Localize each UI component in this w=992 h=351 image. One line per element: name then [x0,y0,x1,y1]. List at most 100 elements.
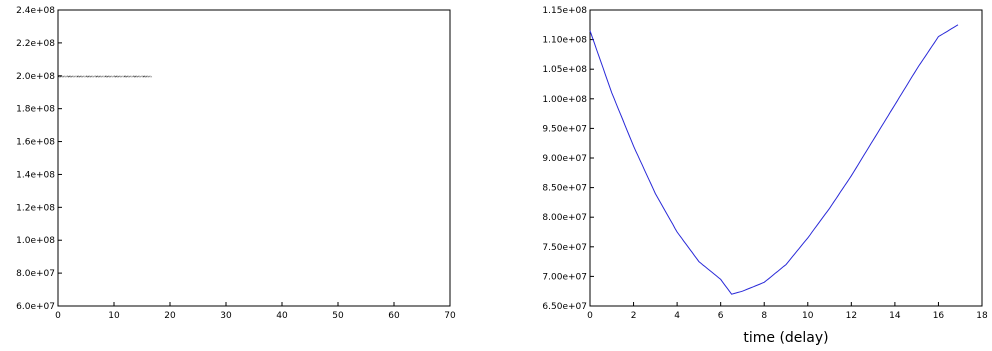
left-series-line [76,75,79,78]
left-y-tick-label: 2.4e+08 [16,6,55,16]
left-series-line [103,75,106,78]
left-series-line [134,75,137,78]
left-series-line [65,75,68,78]
left-series-line [111,75,113,78]
left-series-line [57,75,60,78]
left-y-tick-label: 6.0e+07 [16,302,55,312]
right-y-tick-label: 6.50e+07 [542,302,587,312]
left-series-line [95,75,98,78]
left-series-line [100,75,102,78]
left-x-tick-label: 20 [164,311,176,321]
left-x-tick-label: 70 [444,311,456,321]
left-series-line [60,75,63,78]
left-series-line [81,75,84,78]
left-series-line [78,75,81,78]
right-x-tick-label: 6 [718,311,724,321]
left-series-line [136,75,139,78]
left-x-tick-label: 50 [332,311,344,321]
right-x-tick-label: 10 [802,311,814,321]
right-y-tick-label: 7.00e+07 [542,272,587,282]
left-series-line [82,75,85,78]
left-series-line [147,75,150,78]
left-series-line [107,75,110,78]
right-y-tick-label: 8.50e+07 [542,184,587,194]
right-x-axis-label: time (delay) [743,330,828,346]
left-series-line [98,75,101,78]
left-series-line [131,75,134,78]
left-series-line [140,75,143,78]
left-y-tick-label: 1.4e+08 [16,170,55,180]
right-y-tick-label: 1.10e+08 [542,36,587,46]
left-series-line [104,75,107,78]
left-series-line [70,75,73,78]
left-series-line [59,75,62,78]
right-x-tick-label: 8 [761,311,767,321]
left-series-line [118,75,121,78]
left-series-line [142,75,145,78]
left-series-line [128,75,131,78]
right-x-tick-label: 16 [933,311,945,321]
left-series-line [115,75,118,78]
left-series-line [67,75,70,78]
left-series-line [150,75,153,78]
left-y-tick-label: 8.0e+07 [16,269,55,279]
left-series-line [89,75,92,78]
left-series-line [109,75,112,78]
left-series-line [133,75,135,78]
left-series-line [126,75,129,78]
left-series-line [93,75,96,78]
left-y-tick-label: 1.0e+08 [16,236,55,246]
left-series-line [148,75,151,78]
left-series-line [64,75,66,78]
right-x-tick-label: 0 [587,311,593,321]
left-series-line [139,75,142,78]
left-series-line [112,75,115,78]
left-series-line [117,75,120,78]
left-series-line [92,75,95,78]
left-series-line [85,75,88,78]
left-x-tick-label: 60 [388,311,400,321]
left-series-line [120,75,123,78]
left-series-line [87,75,90,78]
right-y-tick-label: 9.00e+07 [542,154,587,164]
left-y-tick-label: 1.2e+08 [16,203,55,213]
left-series-line [123,75,126,78]
right-x-tick-label: 2 [631,311,637,321]
left-series-line [68,75,71,78]
right-series-line [589,24,959,295]
left-waterfall-chart: 0 10 20 30 40 50 60 70 6.0e+07 8.0e+07 1.0e+08 1.2e… [16,6,456,321]
left-y-tick-label: 2.0e+08 [16,72,55,82]
left-series-line [122,75,124,78]
right-x-tick-label: 14 [889,311,901,321]
left-series-line [125,75,128,78]
left-series-line [96,75,99,78]
right-y-tick-label: 8.00e+07 [542,213,587,223]
left-x-tick-label: 0 [55,311,61,321]
right-y-tick-label: 7.50e+07 [542,243,587,253]
left-y-tick-label: 1.8e+08 [16,105,55,115]
left-series-line [143,75,146,78]
right-x-tick-label: 12 [846,311,857,321]
left-x-tick-label: 40 [276,311,288,321]
right-x-tick-label: 4 [674,311,680,321]
left-x-tick-label: 30 [220,311,232,321]
right-line-chart: 0 2 4 6 8 10 12 14 16 18 6.50e+07 7.00e+07 7.50e+07 8… [542,6,988,346]
left-series-line [84,75,87,78]
left-series-line [73,75,76,78]
left-y-tick-label: 2.2e+08 [16,39,55,49]
right-y-tick-label: 9.50e+07 [542,124,587,134]
left-series-line [79,75,82,78]
left-series-line [129,75,132,78]
left-series-line [62,75,65,78]
left-series-line [137,75,140,78]
right-plot-frame [589,9,983,307]
left-series-line [90,75,93,78]
right-y-tick-label: 1.05e+08 [542,65,587,75]
left-series-line [106,75,109,78]
left-series-line [145,75,148,78]
right-y-tick-label: 1.15e+08 [542,6,587,16]
left-series-line [71,75,74,78]
right-x-tick-label: 18 [976,311,988,321]
left-y-tick-label: 1.6e+08 [16,138,55,148]
